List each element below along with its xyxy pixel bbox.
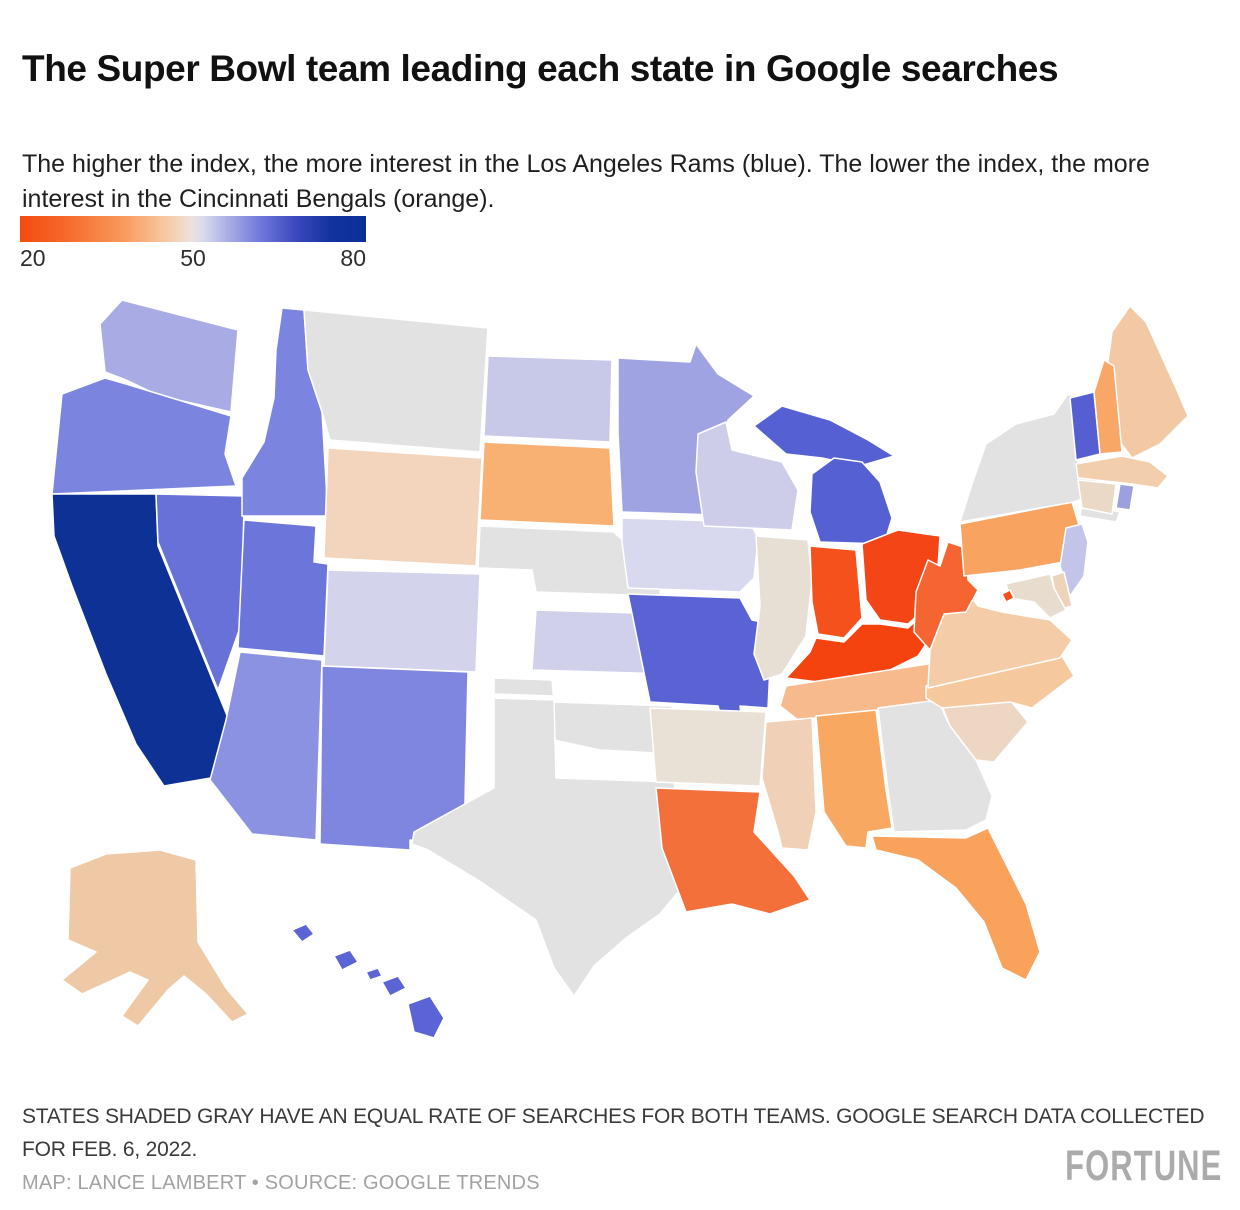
- state-nh: New Hampshire — Cincinnati Bengals: [1093, 359, 1123, 455]
- state-mi: Michigan — Los Angeles Rams: [809, 457, 893, 545]
- state-ia: Iowa — Los Angeles Rams: [621, 517, 759, 593]
- legend-gradient-bar: [20, 216, 366, 242]
- us-map: Washington — Los Angeles RamsOregon — Lo…: [51, 299, 1189, 1039]
- state-nc: North Carolina — Cincinnati Bengals: [925, 655, 1075, 709]
- state-ok: Oklahoma — Equal searches for both teams: [493, 677, 677, 755]
- state-hi: Hawaii — Los Angeles Rams: [407, 995, 445, 1039]
- state-ct: Connecticut — Cincinnati Bengals: [1077, 479, 1117, 515]
- state-ga: Georgia — Equal searches for both teams: [877, 699, 993, 833]
- state-la: Louisiana — Cincinnati Bengals: [655, 787, 811, 915]
- state-me: Maine — Cincinnati Bengals: [1101, 305, 1189, 459]
- state-dc: District of Columbia — Cincinnati Bengal…: [1001, 589, 1015, 603]
- state-wa: Washington — Los Angeles Rams: [99, 299, 239, 413]
- state-hi: Hawaii — Los Angeles Rams: [365, 967, 383, 981]
- state-ut: Utah — Los Angeles Rams: [237, 519, 329, 657]
- state-hi: Hawaii — Los Angeles Rams: [381, 975, 407, 997]
- state-or: Oregon — Los Angeles Rams: [51, 377, 237, 495]
- state-fl: Florida — Cincinnati Bengals: [871, 827, 1041, 981]
- page-title: The Super Bowl team leading each state i…: [22, 47, 1059, 89]
- state-nj: New Jersey — Los Angeles Rams: [1059, 523, 1089, 597]
- footnote: STATES SHADED GRAY HAVE AN EQUAL RATE OF…: [22, 1105, 1205, 1161]
- state-nd: North Dakota — Los Angeles Rams: [483, 355, 613, 443]
- us-choropleth-map: Washington — Los Angeles RamsOregon — Lo…: [20, 290, 1220, 1065]
- state-wi: Wisconsin — Los Angeles Rams: [695, 421, 799, 531]
- state-ms: Mississippi — Cincinnati Bengals: [761, 717, 817, 851]
- state-ma: Massachusetts — Cincinnati Bengals: [1075, 455, 1169, 489]
- legend-tick-min: 20: [20, 245, 46, 271]
- state-mo: Missouri — Los Angeles Rams: [627, 593, 773, 723]
- state-ar: Arkansas — Cincinnati Bengals: [649, 707, 767, 787]
- legend-tick-max: 80: [340, 245, 366, 271]
- state-wv: West Virginia — Cincinnati Bengals: [913, 541, 979, 651]
- state-wy: Wyoming — Cincinnati Bengals: [323, 447, 483, 567]
- page-subtitle: The higher the index, the more interest …: [22, 150, 1150, 213]
- state-ri: Rhode Island — Los Angeles Rams: [1115, 483, 1135, 511]
- state-hi: Hawaii — Los Angeles Rams: [333, 949, 359, 971]
- state-mi: Michigan — Los Angeles Rams: [753, 405, 895, 467]
- state-al: Alabama — Cincinnati Bengals: [815, 709, 893, 849]
- source-credit: MAP: LANCE LAMBERT • SOURCE: GOOGLE TREN…: [22, 1172, 540, 1194]
- legend-tick-mid: 50: [180, 245, 206, 271]
- legend-ticks: 20 50 80: [20, 242, 366, 271]
- state-il: Illinois — Cincinnati Bengals: [753, 535, 813, 681]
- state-mt: Montana — Equal searches for both teams: [303, 309, 489, 453]
- state-hi: Hawaii — Los Angeles Rams: [291, 923, 315, 943]
- state-ak: Alaska — Cincinnati Bengals: [61, 849, 249, 1027]
- fortune-logo: FORTUNE: [1064, 1142, 1222, 1190]
- state-sd: South Dakota — Cincinnati Bengals: [479, 441, 615, 527]
- state-nv: Nevada — Los Angeles Rams: [155, 493, 245, 691]
- state-in: Indiana — Cincinnati Bengals: [809, 545, 863, 639]
- state-az: Arizona — Los Angeles Rams: [209, 651, 323, 841]
- state-nm: New Mexico — Los Angeles Rams: [319, 665, 469, 851]
- color-legend: 20 50 80: [20, 216, 366, 274]
- state-co: Colorado — Los Angeles Rams: [323, 569, 481, 673]
